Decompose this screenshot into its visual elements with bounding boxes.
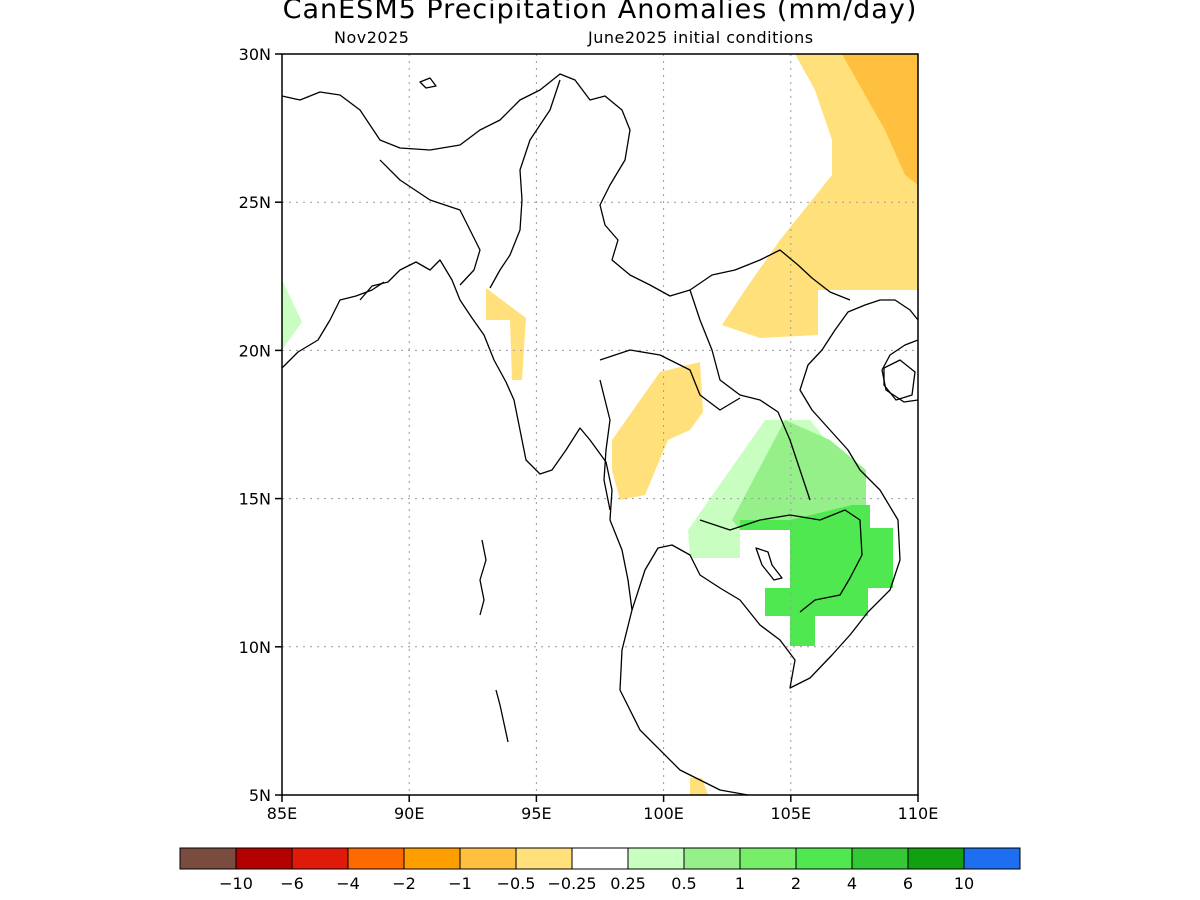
legend-swatch — [403, 847, 461, 870]
legend-swatch — [235, 847, 293, 870]
border-thailand-laos — [599, 349, 741, 411]
coast-thailand-gulf — [631, 299, 919, 689]
lon-tick-label: 95E — [521, 804, 551, 823]
legend-swatch — [683, 847, 741, 870]
lat-tick-label: 5N — [249, 786, 271, 805]
border-north — [281, 73, 851, 301]
latitude-axis: 30N 25N 20N 15N 10N 5N — [239, 45, 282, 805]
legend-label: −0.5 — [497, 874, 536, 893]
lat-tick-label: 30N — [239, 45, 271, 64]
anomaly-shading — [282, 54, 918, 795]
figure-title: CanESM5 Precipitation Anomalies (mm/day) — [282, 0, 918, 25]
legend-swatch — [907, 847, 965, 870]
legend-label: −0.25 — [547, 874, 596, 893]
shade-south-china-orange — [842, 54, 918, 185]
shade-myanmar-coast — [486, 288, 526, 380]
legend-label: −4 — [336, 874, 360, 893]
tibet-lake — [419, 77, 437, 89]
initial-conditions: June2025 initial conditions — [588, 28, 814, 47]
lon-tick-label: 105E — [770, 804, 811, 823]
shade-thailand-west — [612, 362, 703, 500]
legend-swatch — [963, 847, 1021, 870]
legend-swatch — [179, 847, 237, 870]
legend-swatch — [795, 847, 853, 870]
lat-tick-label: 25N — [239, 193, 271, 212]
lon-tick-label: 110E — [898, 804, 939, 823]
legend-label: −2 — [392, 874, 416, 893]
forecast-month: Nov2025 — [334, 28, 410, 47]
legend-swatch — [739, 847, 797, 870]
coastlines — [281, 73, 919, 796]
legend-label: 10 — [954, 874, 974, 893]
legend-swatch — [347, 847, 405, 870]
longitude-axis: 85E 90E 95E 100E 105E 110E — [267, 795, 939, 823]
shade-south-china-light — [722, 54, 918, 338]
legend-swatch — [851, 847, 909, 870]
coast-china-south — [881, 339, 919, 403]
legend-swatch — [515, 847, 573, 870]
andaman-islands — [479, 539, 487, 616]
legend-swatch — [291, 847, 349, 870]
border-laos — [689, 289, 811, 501]
coast-myanmar — [459, 299, 749, 796]
border-myanmar-thailand — [599, 379, 611, 511]
tonle-sap-lake — [755, 547, 783, 581]
gridlines — [282, 54, 918, 795]
lat-tick-label: 10N — [239, 638, 271, 657]
shade-indochina-light — [732, 420, 866, 530]
legend-label: 0.25 — [610, 874, 646, 893]
lat-tick-label: 20N — [239, 341, 271, 360]
color-legend: −10 −6 −4 −2 −1 −0.5 −0.25 0.25 0.5 1 2 4 6 10 — [179, 847, 1021, 893]
plot-frame — [281, 53, 919, 796]
bangladesh-delta — [359, 259, 461, 301]
legend-label: −6 — [280, 874, 304, 893]
legend-swatch — [571, 847, 629, 870]
lat-tick-label: 15N — [239, 490, 271, 509]
border-myanmar-china — [489, 79, 561, 289]
lon-tick-label: 85E — [267, 804, 297, 823]
legend-label: 4 — [847, 874, 857, 893]
nicobar-islands — [495, 689, 509, 743]
legend-label: 2 — [791, 874, 801, 893]
legend-label: 0.5 — [671, 874, 696, 893]
legend-label: −10 — [219, 874, 253, 893]
legend-label: −1 — [448, 874, 472, 893]
lon-tick-label: 100E — [643, 804, 684, 823]
legend-swatch — [459, 847, 517, 870]
legend-swatch — [627, 847, 685, 870]
coast-india-east — [281, 281, 385, 369]
lon-tick-label: 90E — [394, 804, 424, 823]
shade-bay-of-bengal-west — [282, 280, 302, 350]
legend-label: 1 — [735, 874, 745, 893]
legend-label: 6 — [903, 874, 913, 893]
border-india-myanmar — [379, 159, 481, 286]
shade-white-hole — [740, 530, 790, 588]
shade-indochina-green — [740, 505, 893, 646]
hainan-island — [883, 359, 916, 401]
border-cambodia — [699, 509, 863, 613]
shade-malay-bottom — [690, 778, 708, 795]
